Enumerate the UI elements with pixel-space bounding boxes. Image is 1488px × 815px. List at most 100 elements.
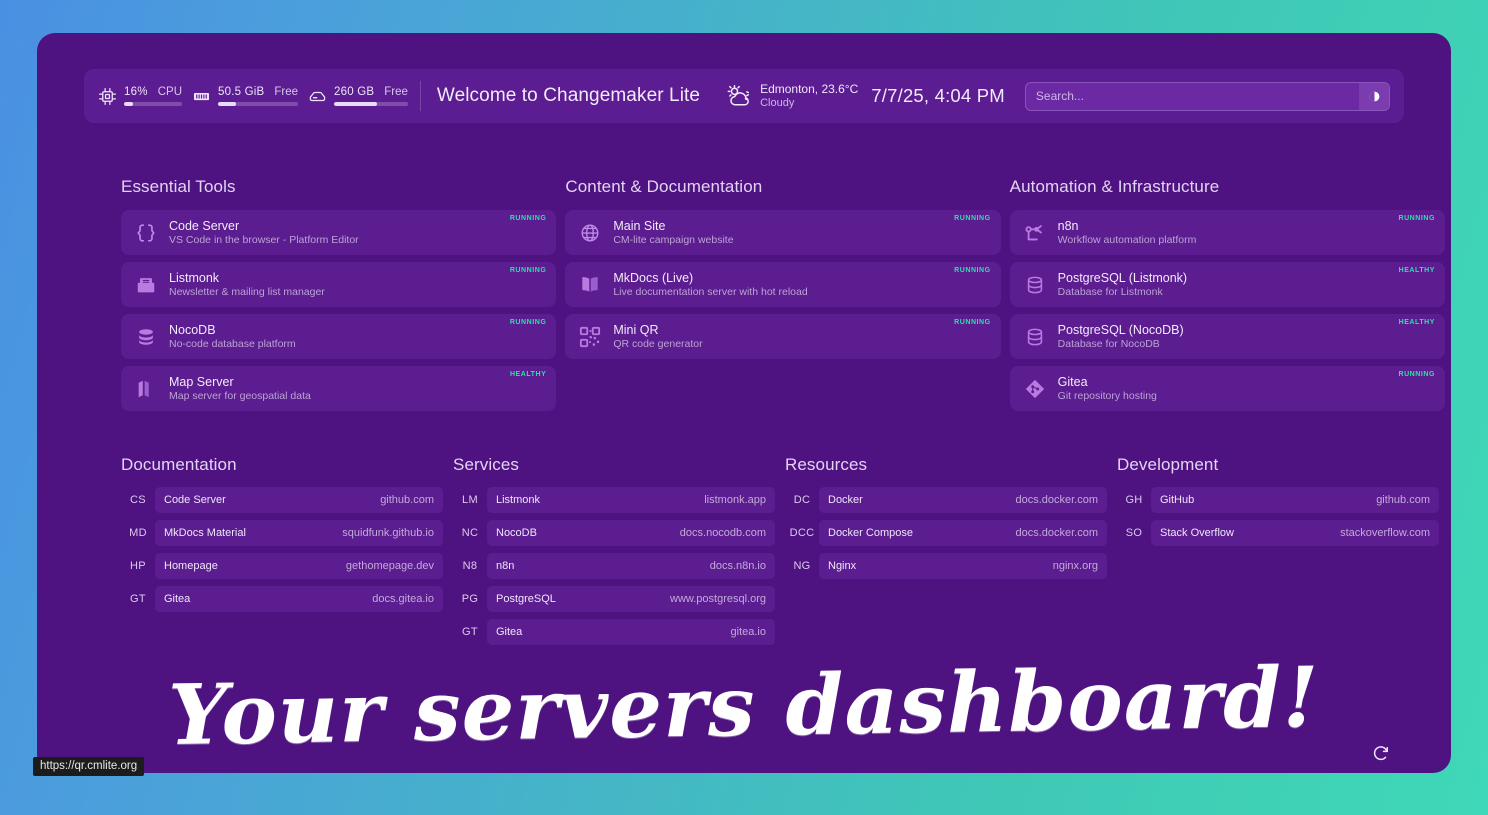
bookmark-host: stackoverflow.com — [1340, 527, 1430, 539]
bookmark-link[interactable]: MkDocs Material squidfunk.github.io — [155, 520, 443, 546]
stat-memory-bar-fill — [218, 102, 236, 106]
bookmark-row[interactable]: NC NocoDB docs.nocodb.com — [453, 520, 775, 546]
status-badge: RUNNING — [954, 215, 991, 222]
bookmark-link[interactable]: Stack Overflow stackoverflow.com — [1151, 520, 1439, 546]
service-group-content-documentation: Content & Documentation Main Site CM-lit… — [565, 177, 1001, 418]
bookmark-abbr: DCC — [789, 527, 815, 539]
service-card-code-server[interactable]: Code Server VS Code in the browser - Pla… — [121, 210, 557, 255]
bookmark-row[interactable]: DCC Docker Compose docs.docker.com — [785, 520, 1107, 546]
weather-widget: Edmonton, 23.6°C Cloudy — [724, 82, 858, 111]
group-title: Essential Tools — [121, 177, 236, 196]
bookmark-link[interactable]: PostgreSQL www.postgresql.org — [487, 586, 775, 612]
bookmark-host: github.com — [380, 494, 434, 506]
bookmark-label: Code Server — [164, 494, 226, 506]
bookmark-row[interactable]: CS Code Server github.com — [121, 487, 443, 513]
service-card-main-site[interactable]: Main Site CM-lite campaign website RUNNI… — [565, 210, 1001, 255]
bookmark-abbr: NG — [793, 560, 811, 572]
status-badge: RUNNING — [954, 267, 991, 274]
stat-disk: 260 GB Free — [308, 86, 418, 106]
database-icon — [1024, 274, 1046, 296]
stat-cpu-label: CPU — [157, 86, 182, 99]
bookmark-link[interactable]: NocoDB docs.nocodb.com — [487, 520, 775, 546]
status-badge: HEALTHY — [509, 371, 547, 378]
bookmark-link[interactable]: Homepage gethomepage.dev — [155, 553, 443, 579]
bookmark-link[interactable]: Docker Compose docs.docker.com — [819, 520, 1107, 546]
bookmark-label: NocoDB — [496, 527, 537, 539]
service-desc: CM-lite campaign website — [613, 233, 734, 246]
service-desc: Git repository hosting — [1057, 389, 1157, 402]
search-input[interactable] — [1025, 82, 1359, 110]
service-card-n8n[interactable]: n8n Workflow automation platform RUNNING — [1009, 210, 1445, 255]
bookmark-abbr: LM — [462, 494, 478, 506]
service-card-postgresql-listmonk[interactable]: PostgreSQL (Listmonk) Database for Listm… — [1009, 262, 1445, 307]
browser-status-url: https://qr.cmlite.org — [33, 757, 145, 776]
bookmark-abbr: GT — [130, 593, 146, 605]
book-icon — [579, 274, 601, 296]
bookmark-host: squidfunk.github.io — [342, 527, 434, 539]
bookmark-row[interactable]: PG PostgreSQL www.postgresql.org — [453, 586, 775, 612]
bookmark-link[interactable]: Docker docs.docker.com — [819, 487, 1107, 513]
bookmark-row[interactable]: DC Docker docs.docker.com — [785, 487, 1107, 513]
database-icon — [1024, 326, 1046, 348]
status-badge: HEALTHY — [1398, 319, 1435, 326]
bookmark-host: docs.nocodb.com — [679, 527, 766, 539]
partly-cloudy-icon — [724, 82, 752, 110]
service-card-postgresql-nocodb[interactable]: PostgreSQL (NocoDB) Database for NocoDB … — [1009, 314, 1445, 359]
bookmark-abbr: GT — [462, 626, 478, 638]
bookmark-label: GitHub — [1160, 494, 1195, 506]
bookmark-host: docs.docker.com — [1015, 527, 1098, 539]
service-card-gitea[interactable]: Gitea Git repository hosting RUNNING — [1009, 366, 1445, 411]
service-name: NocoDB — [169, 322, 216, 337]
bookmark-row[interactable]: SO Stack Overflow stackoverflow.com — [1117, 520, 1439, 546]
bookmark-abbr: SO — [1125, 527, 1143, 539]
bookmark-link[interactable]: GitHub github.com — [1151, 487, 1439, 513]
map-icon — [135, 378, 157, 400]
bookmark-label: Homepage — [164, 560, 218, 572]
stat-memory-label: Free — [274, 86, 299, 99]
bookmark-row[interactable]: MD MkDocs Material squidfunk.github.io — [121, 520, 443, 546]
bookmark-row[interactable]: GT Gitea gitea.io — [453, 619, 775, 645]
service-name: Mini QR — [613, 322, 659, 337]
refresh-icon[interactable] — [1371, 743, 1391, 763]
service-card-mini-qr[interactable]: Mini QR QR code generator RUNNING — [565, 314, 1001, 359]
bookmark-link[interactable]: Gitea gitea.io — [487, 619, 775, 645]
search-bar[interactable] — [1024, 81, 1390, 111]
service-groups: Essential Tools Code Server VS Code in t… — [121, 177, 1445, 418]
dashboard-window: 16% CPU 50.5 GiB — [37, 33, 1451, 773]
status-badge: RUNNING — [1398, 371, 1435, 378]
bookmark-abbr: CS — [130, 494, 146, 506]
bookmark-host: www.postgresql.org — [670, 593, 766, 605]
bookmark-link[interactable]: Gitea docs.gitea.io — [155, 586, 443, 612]
bookmark-label: Stack Overflow — [1160, 527, 1234, 539]
stat-disk-bar-fill — [334, 102, 377, 106]
bookmark-group-services: Services LM Listmonk listmonk.app NC Noc… — [453, 455, 775, 652]
service-card-nocodb[interactable]: NocoDB No-code database platform RUNNING — [121, 314, 557, 359]
bookmark-label: MkDocs Material — [164, 527, 246, 539]
bookmark-row[interactable]: HP Homepage gethomepage.dev — [121, 553, 443, 579]
bookmark-row[interactable]: N8 n8n docs.n8n.io — [453, 553, 775, 579]
stat-cpu: 16% CPU — [98, 86, 192, 106]
service-name: Main Site — [613, 218, 666, 233]
service-group-automation-infrastructure: Automation & Infrastructure n8n Workflow… — [1009, 177, 1445, 418]
search-provider-icon[interactable] — [1359, 82, 1389, 110]
bookmark-link[interactable]: Code Server github.com — [155, 487, 443, 513]
bookmark-row[interactable]: GH GitHub github.com — [1117, 487, 1439, 513]
bookmark-group-resources: Resources DC Docker docs.docker.com DCC … — [785, 455, 1107, 652]
bookmark-link[interactable]: Nginx nginx.org — [819, 553, 1107, 579]
bookmark-link[interactable]: n8n docs.n8n.io — [487, 553, 775, 579]
service-card-mkdocs-live[interactable]: MkDocs (Live) Live documentation server … — [565, 262, 1001, 307]
bookmark-abbr: PG — [461, 593, 479, 605]
header-divider — [419, 81, 421, 111]
service-name: Code Server — [169, 218, 240, 233]
stat-cpu-bar-fill — [124, 102, 134, 106]
bookmark-link[interactable]: Listmonk listmonk.app — [487, 487, 775, 513]
weather-location: Edmonton, 23.6°C — [760, 81, 859, 96]
service-name: Gitea — [1057, 374, 1088, 389]
bookmark-row[interactable]: NG Nginx nginx.org — [785, 553, 1107, 579]
service-desc: Database for Listmonk — [1057, 285, 1163, 298]
stat-memory-value: 50.5 GiB — [218, 86, 265, 99]
bookmark-row[interactable]: LM Listmonk listmonk.app — [453, 487, 775, 513]
service-card-map-server[interactable]: Map Server Map server for geospatial dat… — [121, 366, 557, 411]
service-card-listmonk[interactable]: Listmonk Newsletter & mailing list manag… — [121, 262, 557, 307]
bookmark-row[interactable]: GT Gitea docs.gitea.io — [121, 586, 443, 612]
